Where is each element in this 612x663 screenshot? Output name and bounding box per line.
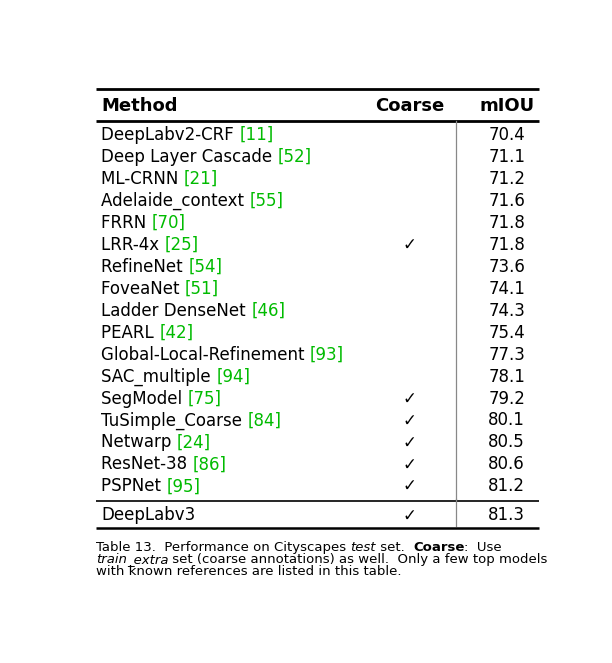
Text: Netwarp: Netwarp xyxy=(102,434,177,452)
Text: [55]: [55] xyxy=(250,192,283,210)
Text: 71.8: 71.8 xyxy=(488,236,525,254)
Text: [54]: [54] xyxy=(188,258,222,276)
Text: ✓: ✓ xyxy=(403,236,417,254)
Text: FRRN: FRRN xyxy=(102,214,152,232)
Text: 73.6: 73.6 xyxy=(488,258,525,276)
Text: DeepLabv3: DeepLabv3 xyxy=(102,507,196,524)
Text: ✓: ✓ xyxy=(403,455,417,473)
Text: RefineNet: RefineNet xyxy=(102,258,188,276)
Text: [84]: [84] xyxy=(247,412,282,430)
Text: Ladder DenseNet: Ladder DenseNet xyxy=(102,302,251,320)
Text: Deep Layer Cascade: Deep Layer Cascade xyxy=(102,148,278,166)
Text: [86]: [86] xyxy=(193,455,226,473)
Text: [21]: [21] xyxy=(184,170,218,188)
Text: [93]: [93] xyxy=(310,345,344,363)
Text: PEARL: PEARL xyxy=(102,324,159,341)
Text: Method: Method xyxy=(102,97,178,115)
Text: Global-Local-Refinement: Global-Local-Refinement xyxy=(102,345,310,363)
Text: set.: set. xyxy=(376,542,413,554)
Text: [46]: [46] xyxy=(251,302,285,320)
Text: 71.1: 71.1 xyxy=(488,148,525,166)
Text: 74.1: 74.1 xyxy=(488,280,525,298)
Text: 79.2: 79.2 xyxy=(488,390,525,408)
Text: ✓: ✓ xyxy=(403,412,417,430)
Text: [42]: [42] xyxy=(159,324,193,341)
Text: 81.2: 81.2 xyxy=(488,477,525,495)
Text: 75.4: 75.4 xyxy=(488,324,525,341)
Text: [70]: [70] xyxy=(152,214,186,232)
Text: PSPNet: PSPNet xyxy=(102,477,166,495)
Text: 80.1: 80.1 xyxy=(488,412,525,430)
Text: ML-CRNN: ML-CRNN xyxy=(102,170,184,188)
Text: SAC_multiple: SAC_multiple xyxy=(102,367,216,386)
Text: ✓: ✓ xyxy=(403,507,417,524)
Text: train: train xyxy=(96,554,127,566)
Text: Coarse: Coarse xyxy=(375,97,444,115)
Text: [51]: [51] xyxy=(185,280,219,298)
Text: 71.2: 71.2 xyxy=(488,170,525,188)
Text: 77.3: 77.3 xyxy=(488,345,525,363)
Text: _extra: _extra xyxy=(127,554,168,566)
Text: 80.6: 80.6 xyxy=(488,455,525,473)
Text: TuSimple_Coarse: TuSimple_Coarse xyxy=(102,411,247,430)
Text: with known references are listed in this table.: with known references are listed in this… xyxy=(96,566,401,578)
Text: 71.8: 71.8 xyxy=(488,214,525,232)
Text: Coarse: Coarse xyxy=(413,542,465,554)
Text: 71.6: 71.6 xyxy=(488,192,525,210)
Text: ✓: ✓ xyxy=(403,477,417,495)
Text: FoveaNet: FoveaNet xyxy=(102,280,185,298)
Text: [94]: [94] xyxy=(216,367,250,386)
Text: Adelaide_context: Adelaide_context xyxy=(102,192,250,210)
Text: SegModel: SegModel xyxy=(102,390,188,408)
Text: [95]: [95] xyxy=(166,477,201,495)
Text: test: test xyxy=(350,542,376,554)
Text: Table 13.  Performance on Cityscapes: Table 13. Performance on Cityscapes xyxy=(96,542,350,554)
Text: mIOU: mIOU xyxy=(479,97,534,115)
Text: :  Use: : Use xyxy=(465,542,502,554)
Text: 74.3: 74.3 xyxy=(488,302,525,320)
Text: 78.1: 78.1 xyxy=(488,367,525,386)
Text: 80.5: 80.5 xyxy=(488,434,525,452)
Text: ✓: ✓ xyxy=(403,434,417,452)
Text: set (coarse annotations) as well.  Only a few top models: set (coarse annotations) as well. Only a… xyxy=(168,554,548,566)
Text: 70.4: 70.4 xyxy=(488,126,525,144)
Text: 81.3: 81.3 xyxy=(488,507,525,524)
Text: ResNet-38: ResNet-38 xyxy=(102,455,193,473)
Text: [25]: [25] xyxy=(165,236,199,254)
Text: [52]: [52] xyxy=(278,148,312,166)
Text: [24]: [24] xyxy=(177,434,211,452)
Text: [75]: [75] xyxy=(188,390,222,408)
Text: LRR-4x: LRR-4x xyxy=(102,236,165,254)
Text: DeepLabv2-CRF: DeepLabv2-CRF xyxy=(102,126,239,144)
Text: ✓: ✓ xyxy=(403,390,417,408)
Text: [11]: [11] xyxy=(239,126,274,144)
